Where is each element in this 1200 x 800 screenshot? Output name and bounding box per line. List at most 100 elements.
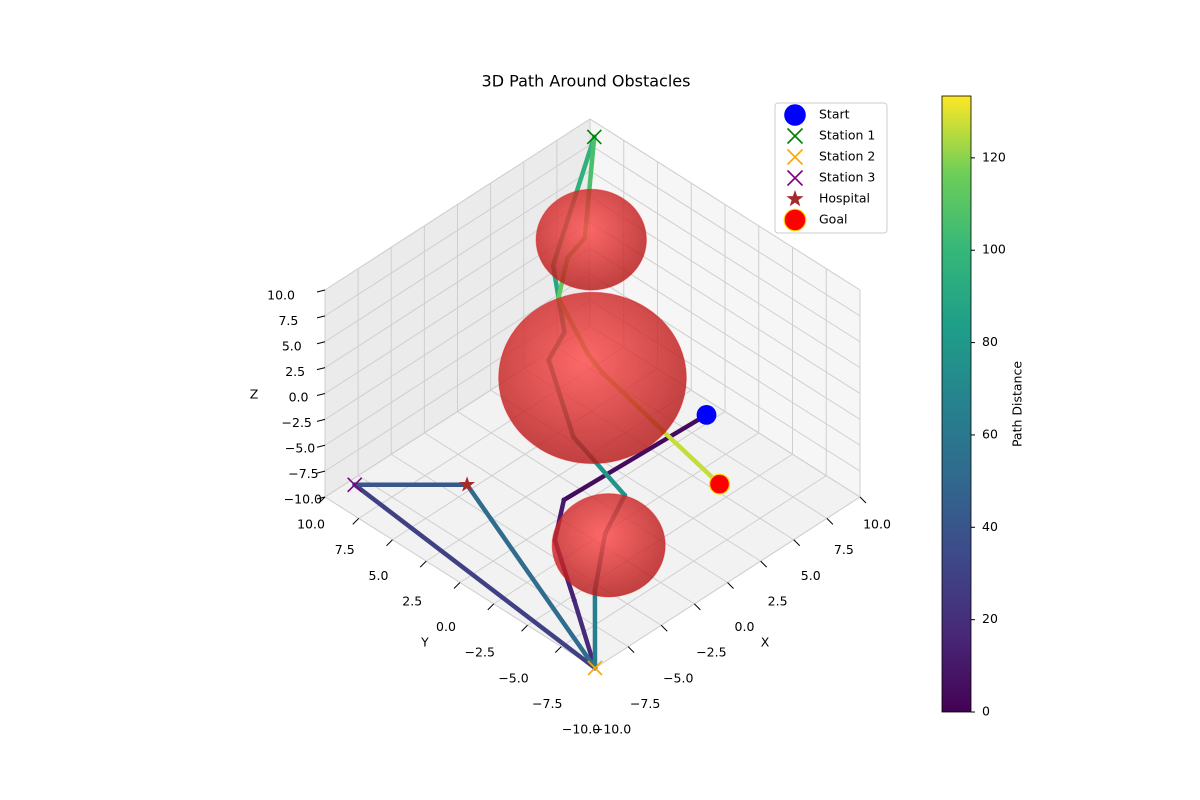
tick-mark bbox=[316, 444, 326, 448]
colorbar-tick-label: 0 bbox=[982, 704, 990, 719]
grid-line bbox=[589, 144, 861, 317]
plot-area bbox=[352, 134, 722, 671]
legend-marker bbox=[784, 104, 806, 126]
marker-point bbox=[586, 129, 602, 145]
colorbar-frame bbox=[941, 95, 972, 713]
marker-star bbox=[786, 190, 804, 207]
y-tick-label: −5.0 bbox=[498, 670, 528, 685]
z-axis-label: Z bbox=[250, 387, 259, 402]
waypoint bbox=[561, 497, 567, 503]
tick-mark bbox=[316, 470, 326, 474]
y-axis-label: Y bbox=[420, 635, 429, 650]
legend: Start Station 1 Station 2 Station 3 Hospital… bbox=[774, 102, 888, 234]
legend-marker bbox=[786, 148, 804, 166]
z-tick-label: −2.5 bbox=[282, 415, 312, 430]
obstacle bbox=[535, 188, 647, 291]
marker-dot bbox=[696, 404, 717, 425]
x-tick-label: 0.0 bbox=[735, 619, 755, 634]
grid-line bbox=[589, 118, 861, 291]
x-tick-label: −5.0 bbox=[663, 670, 693, 685]
tick-mark bbox=[826, 518, 834, 525]
tick-mark bbox=[627, 646, 635, 653]
marker-stroke bbox=[786, 127, 804, 145]
tick-mark bbox=[694, 603, 701, 611]
grid-line bbox=[324, 118, 591, 291]
tick-mark bbox=[419, 560, 427, 568]
obstacle bbox=[498, 291, 687, 465]
grid-line bbox=[324, 273, 591, 446]
tick-mark bbox=[727, 582, 734, 589]
y-tick-label: −2.5 bbox=[465, 645, 495, 660]
tick-mark bbox=[316, 367, 326, 371]
marker-dot bbox=[783, 208, 807, 232]
colorbar-label: Path Distance bbox=[1010, 361, 1025, 447]
colorbar-tick-label: 100 bbox=[982, 242, 1006, 257]
z-tick-label: −7.5 bbox=[288, 466, 318, 481]
path-segment bbox=[661, 429, 722, 487]
markers bbox=[347, 129, 731, 676]
legend-label: Station 2 bbox=[819, 149, 875, 164]
z-tick-label: 0.0 bbox=[289, 390, 309, 405]
legend-box bbox=[774, 102, 888, 234]
colorbar-tick-label: 20 bbox=[982, 611, 998, 626]
marker-point bbox=[459, 476, 476, 492]
legend-label: Start bbox=[819, 107, 850, 122]
marker-stroke bbox=[586, 129, 602, 145]
marker-stroke bbox=[786, 148, 804, 166]
z-tick-label: 2.5 bbox=[285, 364, 305, 379]
marker-point bbox=[347, 477, 363, 493]
z-tick-label: 7.5 bbox=[278, 313, 298, 328]
tick-mark bbox=[318, 496, 326, 504]
y-tick-label: 7.5 bbox=[335, 542, 355, 557]
tick-mark bbox=[316, 315, 326, 319]
z-tick-label: −5.0 bbox=[285, 441, 315, 456]
tick-mark bbox=[859, 496, 867, 504]
tick-mark bbox=[316, 393, 326, 396]
legend-label: Station 3 bbox=[819, 170, 875, 185]
z-tick-label: −10.0 bbox=[284, 492, 322, 507]
colorbar-tick-label: 40 bbox=[982, 519, 998, 534]
tick-mark bbox=[453, 582, 461, 589]
grid-line bbox=[324, 247, 591, 420]
tick-mark bbox=[760, 560, 767, 568]
legend-label: Station 1 bbox=[819, 128, 875, 143]
x-tick-label: −7.5 bbox=[630, 696, 660, 711]
legend-marker bbox=[783, 208, 807, 232]
y-tick-label: 5.0 bbox=[369, 568, 389, 583]
grid-line bbox=[560, 475, 827, 648]
x-tick-label: 2.5 bbox=[768, 593, 788, 608]
z-tick-label: 10.0 bbox=[267, 288, 295, 303]
x-tick-label: 10.0 bbox=[863, 517, 891, 532]
marker-dot bbox=[709, 473, 731, 495]
legend-marker bbox=[786, 190, 804, 207]
tick-mark bbox=[660, 624, 668, 632]
x-tick-label: 7.5 bbox=[834, 542, 854, 557]
legend-marker bbox=[786, 127, 804, 145]
marker-stroke bbox=[587, 660, 603, 676]
marker-star bbox=[459, 476, 476, 492]
z-tick-label: 5.0 bbox=[282, 339, 302, 354]
grid-line bbox=[324, 170, 591, 343]
waypoint bbox=[571, 597, 577, 603]
tick-mark bbox=[316, 496, 326, 500]
tick-mark bbox=[316, 418, 326, 422]
tick-mark bbox=[487, 603, 495, 611]
colorbar-gradient bbox=[942, 96, 971, 712]
grid-line bbox=[589, 247, 861, 420]
ticks: −10.0−7.5−5.0−2.50.02.55.07.510.0−10.0−7… bbox=[267, 288, 891, 737]
x-tick-label: −10.0 bbox=[593, 722, 631, 737]
colorbar-tick-label: 60 bbox=[982, 426, 998, 441]
y-tick-label: 0.0 bbox=[436, 619, 456, 634]
colorbar-tick-label: 120 bbox=[982, 149, 1006, 164]
tick-mark bbox=[352, 518, 360, 525]
path-segment bbox=[572, 598, 598, 671]
tick-mark bbox=[793, 539, 801, 547]
colorbar: Path Distance 0 20 40 60 80 100 120 bbox=[941, 95, 1025, 719]
colorbar-tick-label: 80 bbox=[982, 334, 998, 349]
tick-mark bbox=[316, 289, 326, 293]
path-segment bbox=[352, 482, 598, 671]
marker-point bbox=[696, 404, 717, 425]
y-tick-label: −10.0 bbox=[562, 722, 600, 737]
grid-line bbox=[324, 144, 591, 317]
